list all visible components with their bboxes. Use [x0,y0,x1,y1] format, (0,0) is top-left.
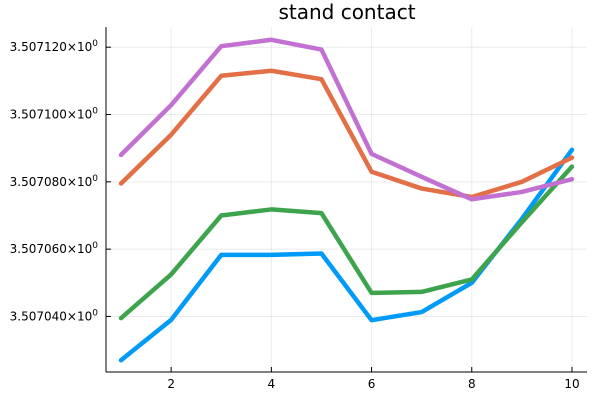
y-tick-label-2: 3.507080×100 [10,174,99,189]
y-tick-label-4: 3.507120×100 [10,39,99,54]
series-line-3 [118,164,575,321]
chart-title: stand contact [278,0,415,24]
grid [106,27,587,372]
series-group [118,37,575,363]
tick-labels: 2 4 6 8 10 3.507040×100 3.507060×100 3.507080×1… [10,39,580,391]
y-tick-label-1: 3.507060×100 [10,241,99,256]
y-tick-label-0: 3.507040×100 [10,308,99,323]
y-tick-label-3: 3.507100×100 [10,107,99,122]
x-tick-label-1: 4 [268,377,276,391]
axes [105,27,587,373]
x-tick-label-3: 8 [468,377,476,391]
x-tick-label-0: 2 [167,377,175,391]
series-line-2 [118,68,575,200]
x-tick-label-4: 10 [564,377,579,391]
x-tick-label-2: 6 [368,377,376,391]
series-line-4 [118,37,575,202]
